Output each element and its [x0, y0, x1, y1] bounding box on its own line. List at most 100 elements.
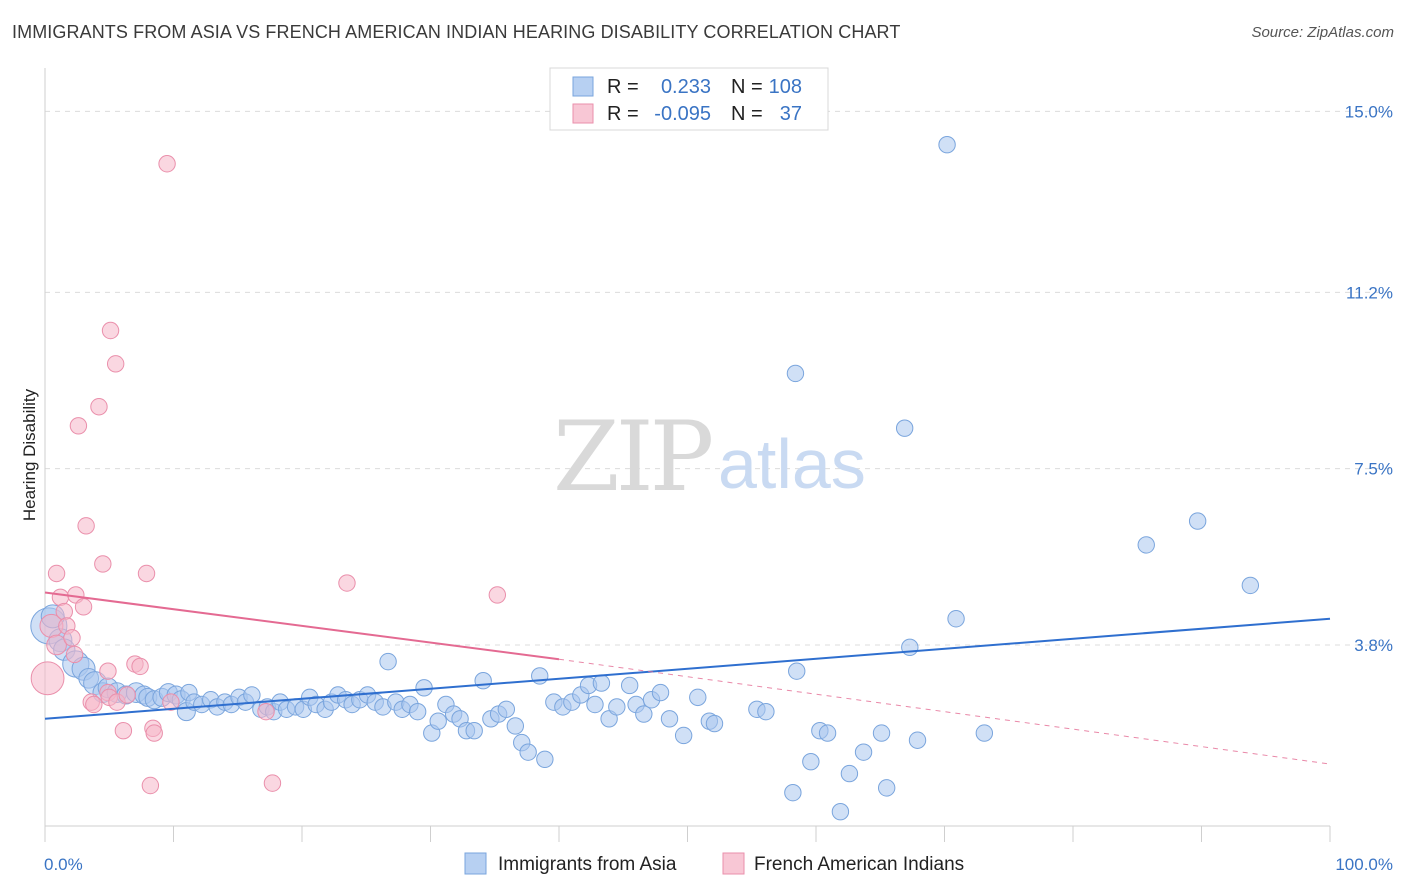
point-immigrants-from-asia: [895, 419, 914, 437]
point-french-american-indians: [162, 693, 180, 711]
point-immigrants-from-asia: [674, 726, 693, 745]
legend-swatch-french: [572, 103, 594, 124]
point-french-american-indians: [47, 564, 66, 583]
trend-lines: [44, 591, 1331, 765]
point-immigrants-from-asia: [408, 702, 427, 721]
watermark-atlas: atlas: [718, 425, 866, 503]
x-tick-label-min: 0.0%: [44, 855, 83, 874]
point-immigrants-from-asia: [415, 679, 433, 697]
legend-n-label-french: N =: [731, 103, 763, 125]
bottom-legend-label-french: French American Indians: [754, 854, 964, 875]
point-immigrants-from-asia: [872, 724, 891, 742]
point-immigrants-from-asia: [689, 688, 707, 707]
point-immigrants-from-asia: [802, 752, 820, 771]
point-immigrants-from-asia: [818, 724, 837, 742]
point-immigrants-from-asia: [635, 705, 653, 723]
point-french-american-indians: [51, 588, 70, 607]
point-immigrants-from-asia: [938, 136, 956, 154]
top-legend: R = 0.233 N = 108 R = -0.095 N = 37: [549, 67, 829, 131]
point-immigrants-from-asia: [660, 710, 679, 728]
legend-n-value-asia: 108: [769, 76, 802, 98]
point-immigrants-from-asia: [592, 674, 611, 692]
y-tick-label: 15.0%: [1345, 102, 1393, 121]
point-immigrants-from-asia: [901, 638, 919, 657]
point-french-american-indians: [65, 645, 84, 664]
point-immigrants-from-asia: [497, 700, 516, 718]
bottom-legend-label-asia: Immigrants from Asia: [498, 854, 677, 875]
point-immigrants-from-asia: [474, 671, 492, 690]
y-tick-label: 11.2%: [1346, 283, 1393, 302]
point-immigrants-from-asia: [947, 610, 965, 628]
point-french-american-indians: [257, 702, 275, 721]
y-tick-label: 3.8%: [1354, 636, 1393, 655]
trend-line-immigrants-from-asia: [44, 617, 1331, 720]
point-french-american-indians: [55, 602, 73, 621]
point-immigrants-from-asia: [429, 712, 447, 730]
point-immigrants-from-asia: [786, 364, 805, 383]
legend-n-label-asia: N =: [731, 76, 763, 98]
legend-swatch-asia: [572, 76, 594, 97]
point-french-american-indians: [74, 598, 93, 616]
point-french-american-indians: [69, 417, 88, 435]
point-french-american-indians: [131, 657, 149, 676]
point-immigrants-from-asia: [757, 702, 775, 721]
point-french-american-indians: [158, 155, 176, 173]
point-immigrants-from-asia: [975, 724, 994, 742]
point-immigrants-from-asia: [1188, 512, 1207, 530]
legend-box: [549, 67, 829, 131]
y-axis-label: Hearing Disability: [20, 388, 39, 521]
x-tick-label-max: 100.0%: [1335, 855, 1393, 874]
point-immigrants-from-asia: [379, 652, 397, 671]
point-immigrants-from-asia: [788, 662, 806, 680]
point-immigrants-from-asia: [705, 714, 724, 733]
point-french-american-indians: [145, 724, 163, 742]
point-french-american-indians: [94, 555, 112, 573]
grid-lines: [45, 110, 1393, 646]
point-immigrants-from-asia: [854, 743, 873, 761]
point-french-american-indians: [141, 776, 160, 795]
axes: [44, 68, 1331, 842]
y-tick-label: 7.5%: [1354, 460, 1393, 479]
legend-r-value-french: -0.095: [654, 103, 711, 125]
point-french-american-indians: [101, 321, 120, 340]
point-immigrants-from-asia: [840, 764, 859, 783]
bottom-legend: Immigrants from Asia French American Ind…: [464, 852, 964, 875]
point-immigrants-from-asia: [620, 676, 639, 695]
chart-source: Source: ZipAtlas.com: [1251, 24, 1394, 41]
point-french-american-indians: [30, 661, 65, 696]
point-french-american-indians: [106, 355, 125, 373]
point-immigrants-from-asia: [784, 783, 802, 802]
point-french-american-indians: [85, 695, 103, 714]
trend-line-french-american-indians-extrapolated: [558, 658, 1331, 765]
bottom-legend-swatch-asia: [464, 852, 487, 875]
point-immigrants-from-asia: [536, 750, 554, 768]
point-immigrants-from-asia: [243, 686, 261, 704]
point-french-american-indians: [137, 564, 156, 583]
point-immigrants-from-asia: [651, 683, 670, 702]
point-french-american-indians: [338, 574, 356, 592]
legend-n-value-french: 37: [780, 103, 802, 125]
legend-r-label-french: R =: [607, 103, 639, 125]
point-immigrants-from-asia: [1241, 576, 1260, 595]
point-french-american-indians: [114, 722, 133, 740]
scatter-points: [30, 136, 1260, 821]
legend-r-value-asia: 0.233: [661, 76, 711, 98]
point-french-american-indians: [77, 517, 95, 535]
trend-line-french-american-indians: [44, 591, 560, 661]
watermark-zip: ZIP: [553, 401, 712, 513]
point-immigrants-from-asia: [1137, 536, 1155, 554]
point-immigrants-from-asia: [586, 695, 604, 714]
point-french-american-indians: [99, 662, 117, 680]
point-french-american-indians: [263, 774, 282, 792]
point-french-american-indians: [488, 586, 507, 604]
point-immigrants-from-asia: [519, 743, 537, 761]
chart-title: IMMIGRANTS FROM ASIA VS FRENCH AMERICAN …: [12, 22, 901, 42]
point-immigrants-from-asia: [608, 698, 626, 716]
point-french-american-indians: [46, 634, 67, 656]
bottom-legend-swatch-french: [722, 852, 745, 875]
watermark: ZIP atlas: [553, 401, 866, 513]
legend-r-label-asia: R =: [607, 76, 639, 98]
point-french-american-indians: [63, 629, 81, 647]
point-immigrants-from-asia: [506, 717, 525, 735]
